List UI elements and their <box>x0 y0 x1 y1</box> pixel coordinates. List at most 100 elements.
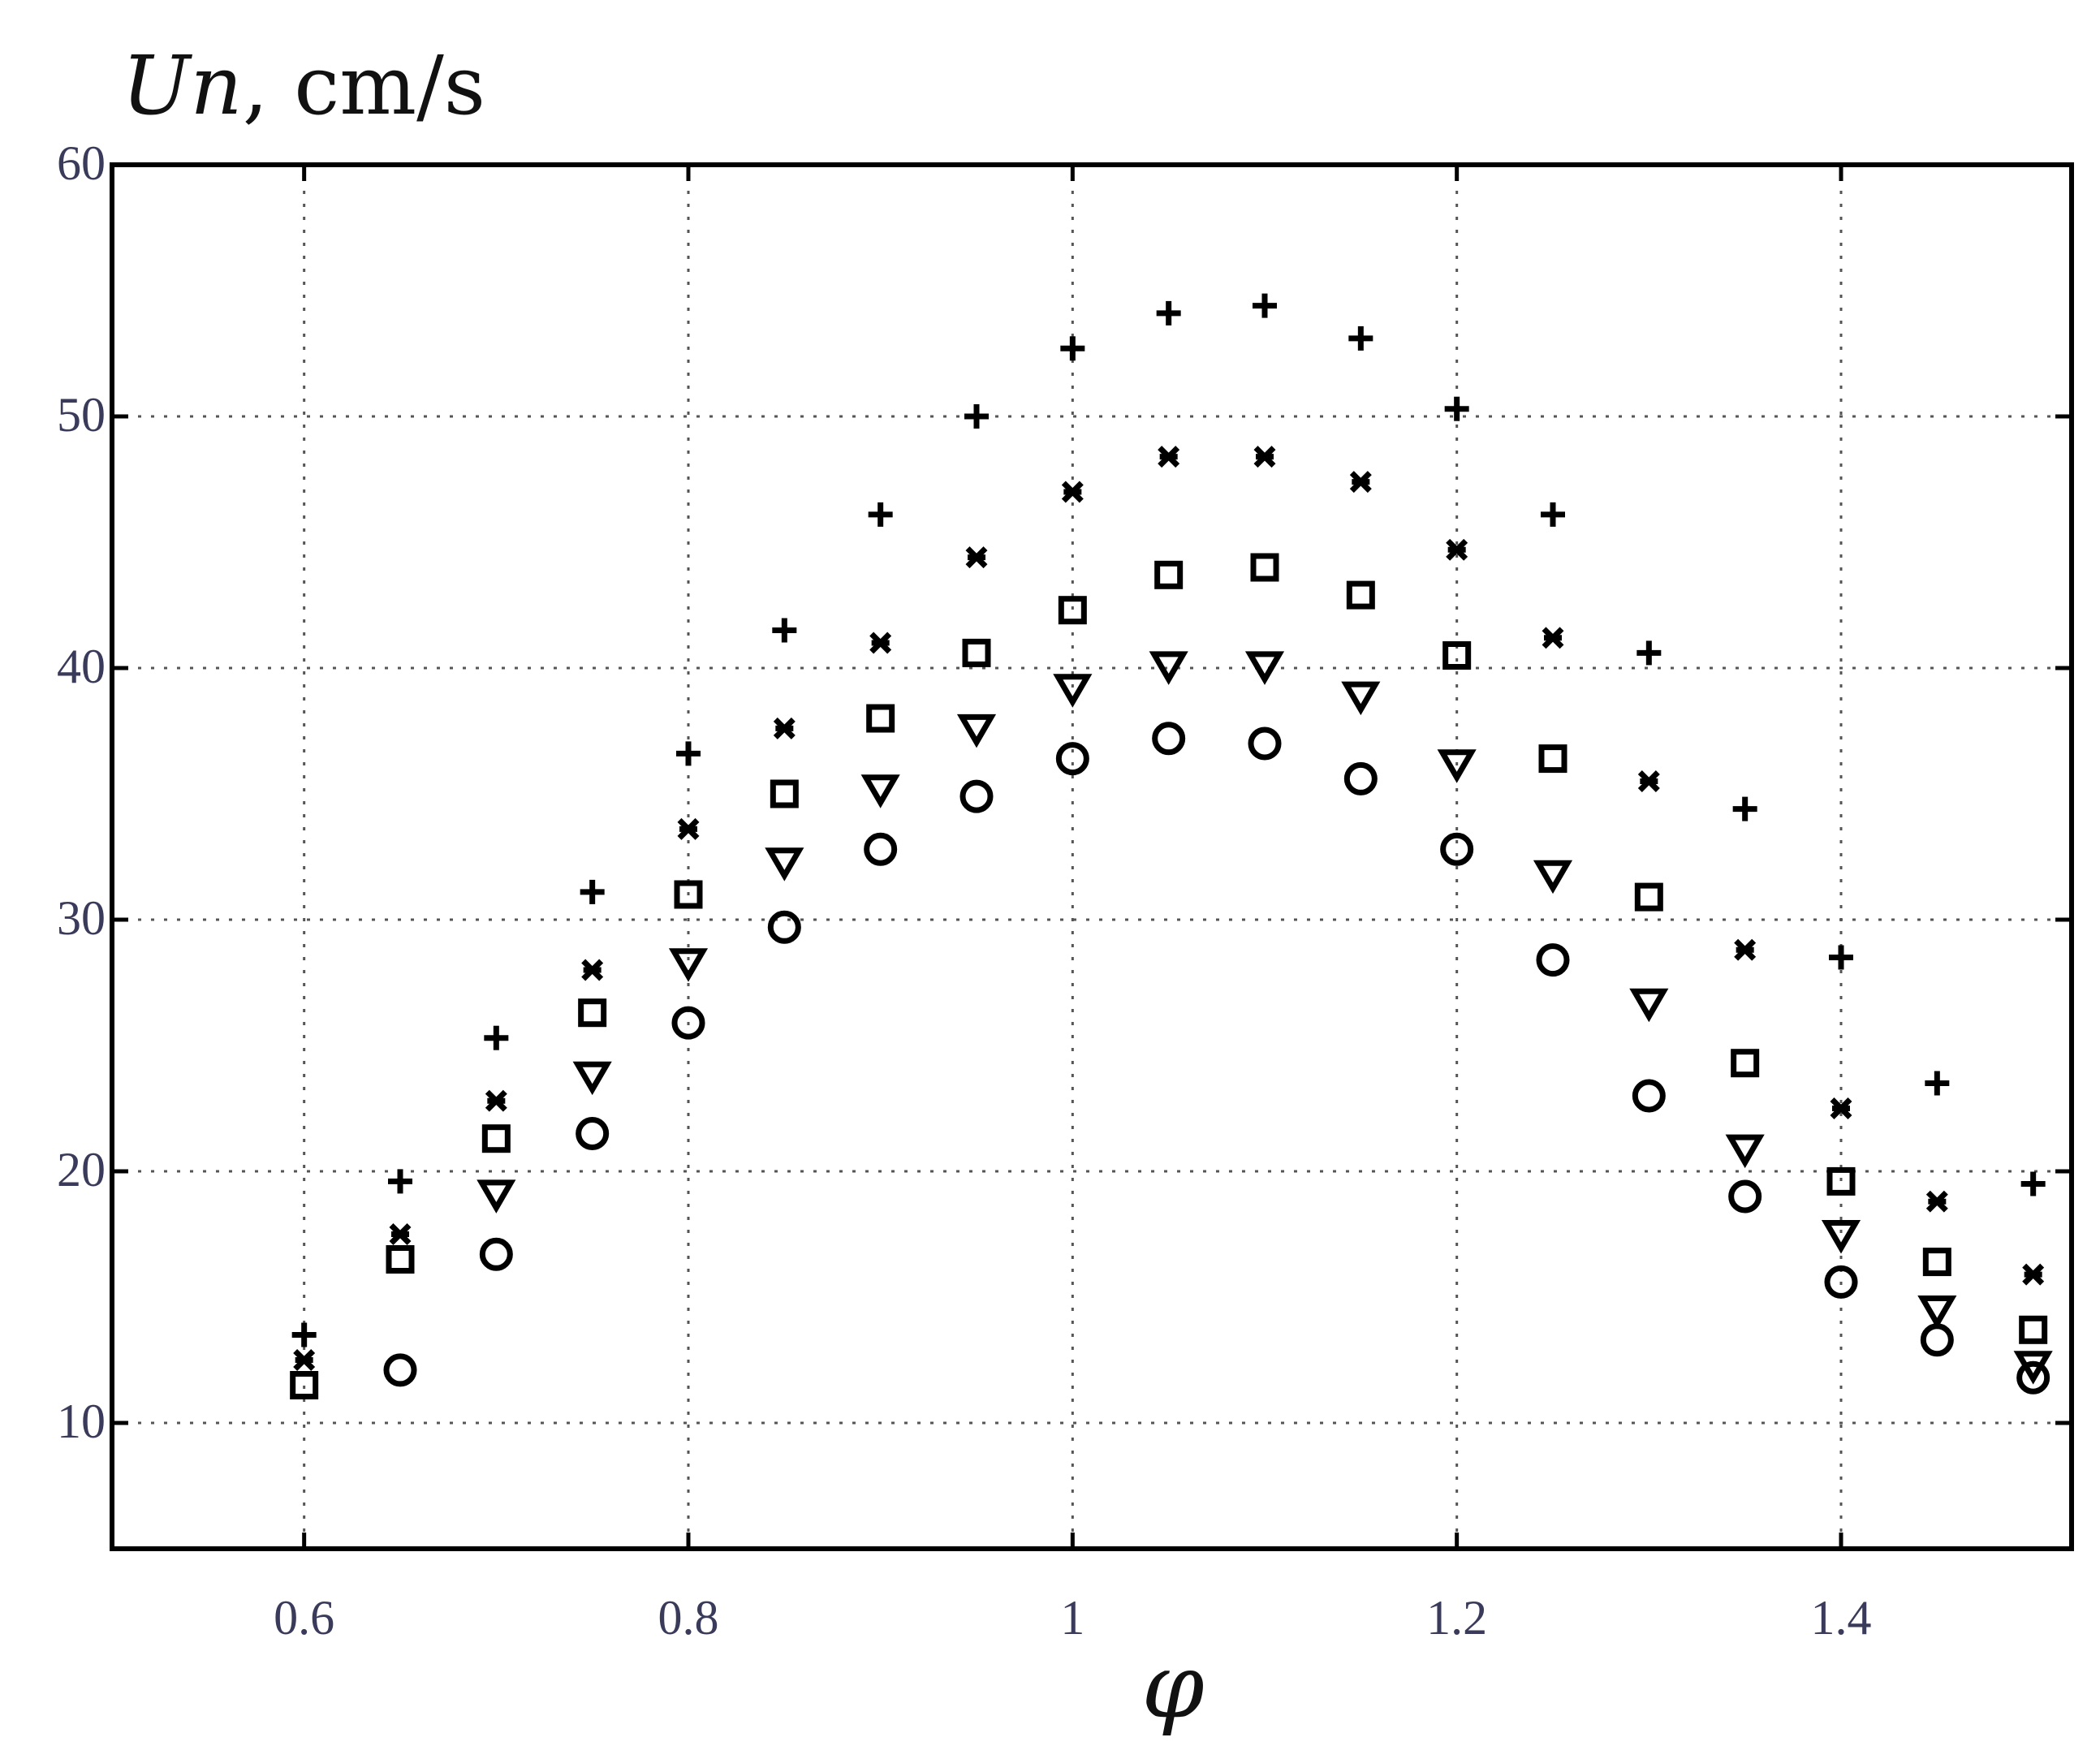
data-point-circle <box>1632 1079 1666 1113</box>
data-point-star <box>1158 446 1180 468</box>
data-point-triangle-down <box>1533 860 1573 895</box>
data-point-circle <box>1920 1323 1954 1357</box>
y-tick-labels: 10 20 30 40 50 60 <box>57 136 106 1448</box>
data-point-circle <box>864 832 898 866</box>
data-point-circle <box>1824 1265 1858 1299</box>
data-point-circle <box>767 910 801 944</box>
data-point-circle <box>1728 1179 1762 1214</box>
data-point-plus <box>2020 1171 2046 1196</box>
data-point-star <box>293 1349 316 1371</box>
data-point-plus <box>1348 325 1373 351</box>
data-point-circle <box>959 779 994 813</box>
data-point-square <box>674 880 703 909</box>
data-point-plus <box>1060 336 1085 361</box>
data-point-circle <box>671 1006 705 1040</box>
y-tick-label: 40 <box>57 640 106 693</box>
data-point-plus <box>1541 502 1565 527</box>
data-point-circle <box>2016 1360 2050 1395</box>
data-point-circle <box>1440 832 1474 866</box>
data-point-square <box>1731 1049 1760 1078</box>
data-point-plus <box>580 879 605 904</box>
plot-frame <box>110 162 2074 1551</box>
data-point-square <box>578 998 607 1028</box>
data-point-plus <box>484 1025 509 1050</box>
data-point-square <box>1634 882 1663 912</box>
data-markers <box>290 293 2053 1399</box>
y-tick-label: 60 <box>57 136 106 190</box>
data-point-circle <box>1248 726 1282 761</box>
data-point-triangle-down <box>1149 651 1188 685</box>
data-point-triangle-down <box>860 774 900 808</box>
y-tick-label: 50 <box>57 388 106 442</box>
data-point-square <box>1250 553 1279 582</box>
data-point-square <box>1058 596 1087 625</box>
data-point-star <box>2022 1263 2045 1286</box>
data-point-square <box>1922 1248 1951 1277</box>
x-tick-label: 0.8 <box>658 1591 719 1645</box>
data-point-star <box>1253 446 1276 468</box>
data-point-circle <box>576 1117 610 1150</box>
data-point-triangle-down <box>956 713 997 748</box>
data-point-star <box>1542 627 1564 649</box>
grid <box>112 162 2072 1549</box>
data-point-triangle-down <box>1725 1134 1765 1169</box>
data-point-square <box>290 1371 319 1399</box>
data-point-square <box>962 638 991 667</box>
data-point-star <box>773 717 796 739</box>
data-point-circle <box>1055 742 1089 776</box>
data-point-square <box>866 704 895 733</box>
data-point-plus <box>1636 640 1662 666</box>
data-point-plus <box>964 404 989 429</box>
data-point-triangle-down <box>1244 651 1285 685</box>
y-axis-label-symbol: Un <box>122 38 243 133</box>
data-point-square <box>1346 580 1375 610</box>
data-point-square <box>1442 641 1472 670</box>
data-point-star <box>1637 770 1660 792</box>
data-point-triangle-down <box>1917 1295 1957 1330</box>
data-point-plus <box>1829 945 1853 970</box>
data-point-triangle-down <box>476 1179 516 1214</box>
data-point-triangle-down <box>765 847 804 882</box>
data-point-triangle-down <box>572 1061 612 1096</box>
data-point-star <box>1925 1190 1948 1213</box>
data-point-star <box>869 632 892 654</box>
y-axis-label: Un, cm/s <box>122 38 485 133</box>
data-point-triangle-down <box>1053 674 1093 708</box>
data-point-star <box>1734 938 1757 961</box>
data-point-square <box>1826 1166 1856 1196</box>
data-point-circle <box>479 1237 513 1271</box>
data-point-plus <box>1444 396 1469 421</box>
data-point-triangle-down <box>1821 1220 1861 1254</box>
data-point-plus <box>1156 300 1181 325</box>
x-tick-label: 1 <box>1060 1591 1084 1645</box>
data-point-star <box>677 817 700 840</box>
data-point-square <box>386 1245 415 1274</box>
data-point-triangle-down <box>668 948 709 982</box>
data-point-plus <box>1253 293 1277 318</box>
data-point-plus <box>676 741 701 766</box>
data-point-circle <box>383 1353 417 1387</box>
data-point-triangle-down <box>1341 681 1381 716</box>
data-point-star <box>1349 471 1372 494</box>
y-axis-label-unit: , cm/s <box>243 38 485 133</box>
data-point-circle <box>1343 761 1378 795</box>
data-point-star <box>581 959 604 981</box>
y-tick-label: 10 <box>57 1395 106 1448</box>
data-point-triangle-down <box>1437 749 1477 783</box>
data-point-circle <box>1536 943 1570 977</box>
data-point-plus <box>772 618 797 643</box>
y-tick-label: 20 <box>57 1143 106 1196</box>
data-point-star <box>1830 1097 1852 1119</box>
data-point-plus <box>291 1322 317 1347</box>
data-point-star <box>1061 481 1084 503</box>
data-point-plus <box>1732 796 1757 821</box>
data-point-square <box>481 1124 511 1153</box>
x-axis-label: φ <box>1141 1634 1204 1738</box>
data-point-plus <box>388 1169 412 1194</box>
data-point-star <box>1446 538 1468 561</box>
x-tick-label: 1.2 <box>1426 1591 1487 1645</box>
x-tick-label: 1.4 <box>1811 1591 1872 1645</box>
y-tick-label: 30 <box>57 891 106 945</box>
data-point-plus <box>1925 1071 1950 1096</box>
